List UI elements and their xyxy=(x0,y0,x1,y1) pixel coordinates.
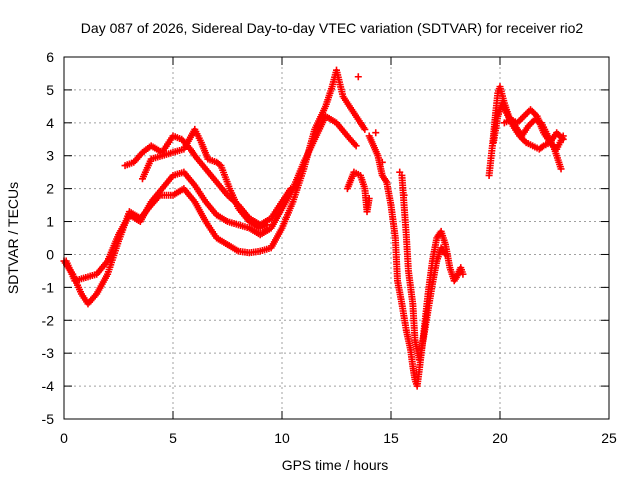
data-point-track-5 xyxy=(365,195,373,203)
y-tick-label: 5 xyxy=(46,82,54,98)
x-tick-label: 5 xyxy=(169,430,177,446)
x-tick-label: 25 xyxy=(601,430,617,446)
y-tick-label: 4 xyxy=(46,115,54,131)
y-tick-label: 3 xyxy=(46,148,54,164)
y-tick-label: -5 xyxy=(42,411,55,427)
y-tick-label: -2 xyxy=(42,312,55,328)
data-point-track-8 xyxy=(557,165,565,173)
plot-frame xyxy=(63,56,610,420)
y-tick-label: 1 xyxy=(46,214,54,230)
y-tick-label: -3 xyxy=(42,345,55,361)
data-points xyxy=(60,66,567,390)
tick-labels: 0 5 10 15 20 25 -5 -4 -3 -2 -1 0 1 2 3 4 5 6 xyxy=(42,49,617,446)
data-point-track-10 xyxy=(559,135,567,143)
data-point-track-7 xyxy=(442,250,449,258)
y-tick-label: -4 xyxy=(42,378,55,394)
data-point-track-6 xyxy=(459,270,467,278)
y-axis-label: SDTVAR / TECUs xyxy=(5,182,21,294)
data-point-outliers xyxy=(396,168,404,176)
y-tick-label: 6 xyxy=(46,49,54,65)
x-tick-label: 0 xyxy=(60,430,68,446)
data-point-outliers xyxy=(354,73,362,81)
x-tick-label: 20 xyxy=(492,430,508,446)
data-point-outliers xyxy=(372,129,380,137)
y-tick-label: -1 xyxy=(42,279,55,295)
chart-title: Day 087 of 2026, Sidereal Day-to-day VTE… xyxy=(81,20,584,36)
data-point-track-2 xyxy=(352,142,360,150)
x-tick-label: 10 xyxy=(274,430,290,446)
y-tick-label: 0 xyxy=(46,246,54,262)
data-point-track-9 xyxy=(538,143,546,151)
x-axis-label: GPS time / hours xyxy=(282,457,389,473)
data-point-track-3 xyxy=(287,185,295,193)
y-tick-label: 2 xyxy=(46,181,54,197)
data-point-outliers xyxy=(378,158,386,166)
data-point-track-1 xyxy=(361,125,369,133)
data-point-track-4 xyxy=(263,221,271,229)
x-tick-label: 15 xyxy=(383,430,399,446)
data-point-outliers xyxy=(400,191,408,199)
